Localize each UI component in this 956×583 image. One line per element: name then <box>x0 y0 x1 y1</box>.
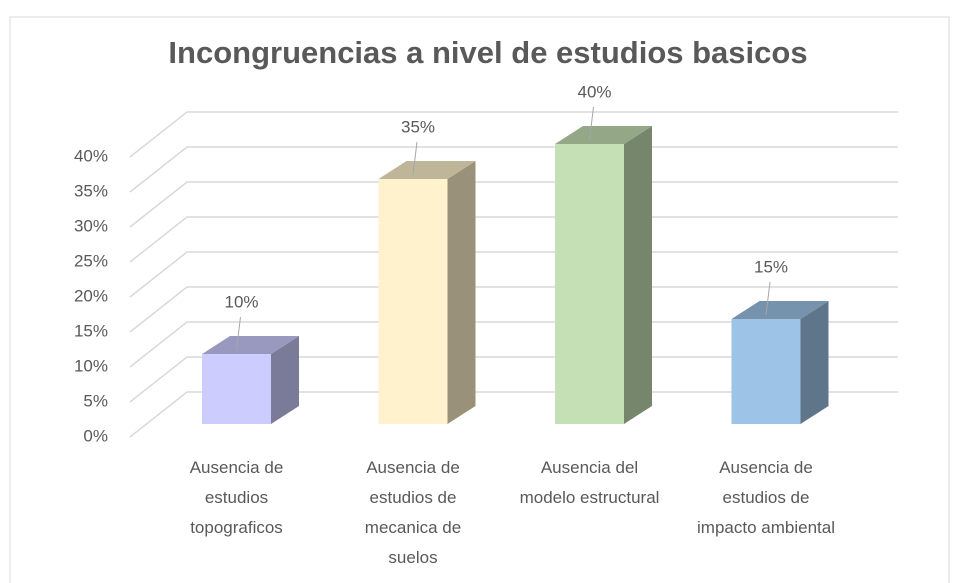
bar-top <box>731 301 829 319</box>
x-tick-label: Ausencia de estudios de impacto ambienta… <box>697 458 835 537</box>
bar-top <box>555 126 652 144</box>
bar <box>378 179 448 424</box>
x-tick-label: Ausencia de estudios topograficos <box>189 458 284 537</box>
bar <box>202 354 271 424</box>
bar <box>731 319 801 424</box>
y-tick-label: 30% <box>74 216 108 235</box>
y-tick-label: 25% <box>74 251 108 270</box>
y-tick-label: 0% <box>83 426 108 445</box>
grid-line <box>129 391 898 438</box>
value-label: 35% <box>401 117 435 136</box>
leader-line <box>236 316 241 351</box>
grid-line <box>129 181 898 228</box>
y-tick-label: 15% <box>74 321 108 340</box>
grid-line <box>129 146 898 193</box>
grid-line <box>129 286 898 333</box>
bar-top <box>202 336 299 354</box>
leader-line <box>765 281 771 316</box>
bar-side <box>624 126 652 424</box>
grid-line <box>129 216 898 263</box>
x-tick-label: Ausencia del modelo estructural <box>519 458 660 507</box>
bar-top <box>378 161 476 179</box>
y-tick-label: 40% <box>74 146 108 165</box>
bar <box>555 144 624 424</box>
grid-line <box>129 111 898 158</box>
bar-side <box>800 301 829 424</box>
y-tick-label: 20% <box>74 286 108 305</box>
bar-side <box>447 161 476 424</box>
leader-line <box>412 141 418 176</box>
value-label: 15% <box>754 257 788 276</box>
x-tick-label: Ausencia de estudios de mecanica de suel… <box>364 458 462 567</box>
grid-line <box>129 356 898 403</box>
leader-line <box>589 106 594 141</box>
value-label: 10% <box>224 292 258 311</box>
grid-line <box>129 321 898 368</box>
chart-title: Incongruencias a nivel de estudios basic… <box>168 35 807 70</box>
y-tick-label: 35% <box>74 181 108 200</box>
value-label: 40% <box>577 82 611 101</box>
y-tick-label: 5% <box>83 391 108 410</box>
grid-line <box>129 251 898 298</box>
bar-side <box>271 336 299 424</box>
y-tick-label: 10% <box>74 356 108 375</box>
